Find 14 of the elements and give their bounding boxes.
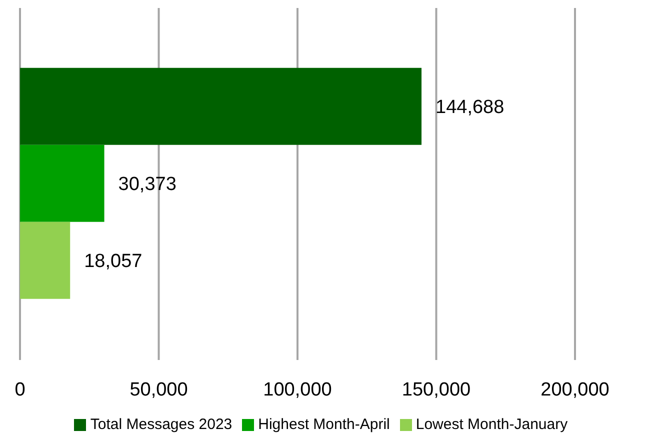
data-label: 30,373 [118, 174, 176, 196]
x-tick-label: 50,000 [130, 379, 188, 400]
data-label: 18,057 [84, 251, 142, 272]
x-tick-label: 100,000 [263, 379, 332, 400]
legend-label: Total Messages 2023 [90, 416, 232, 433]
legend-label: Lowest Month-January [416, 416, 568, 433]
legend-label: Highest Month-April [258, 416, 390, 433]
bar [20, 68, 422, 145]
bar [20, 222, 70, 299]
data-label: 144,688 [436, 97, 504, 118]
bar [20, 144, 104, 222]
x-tick-label: 150,000 [402, 379, 471, 400]
x-tick-label: 0 [14, 379, 26, 400]
x-tick-label: 200,000 [540, 379, 610, 400]
